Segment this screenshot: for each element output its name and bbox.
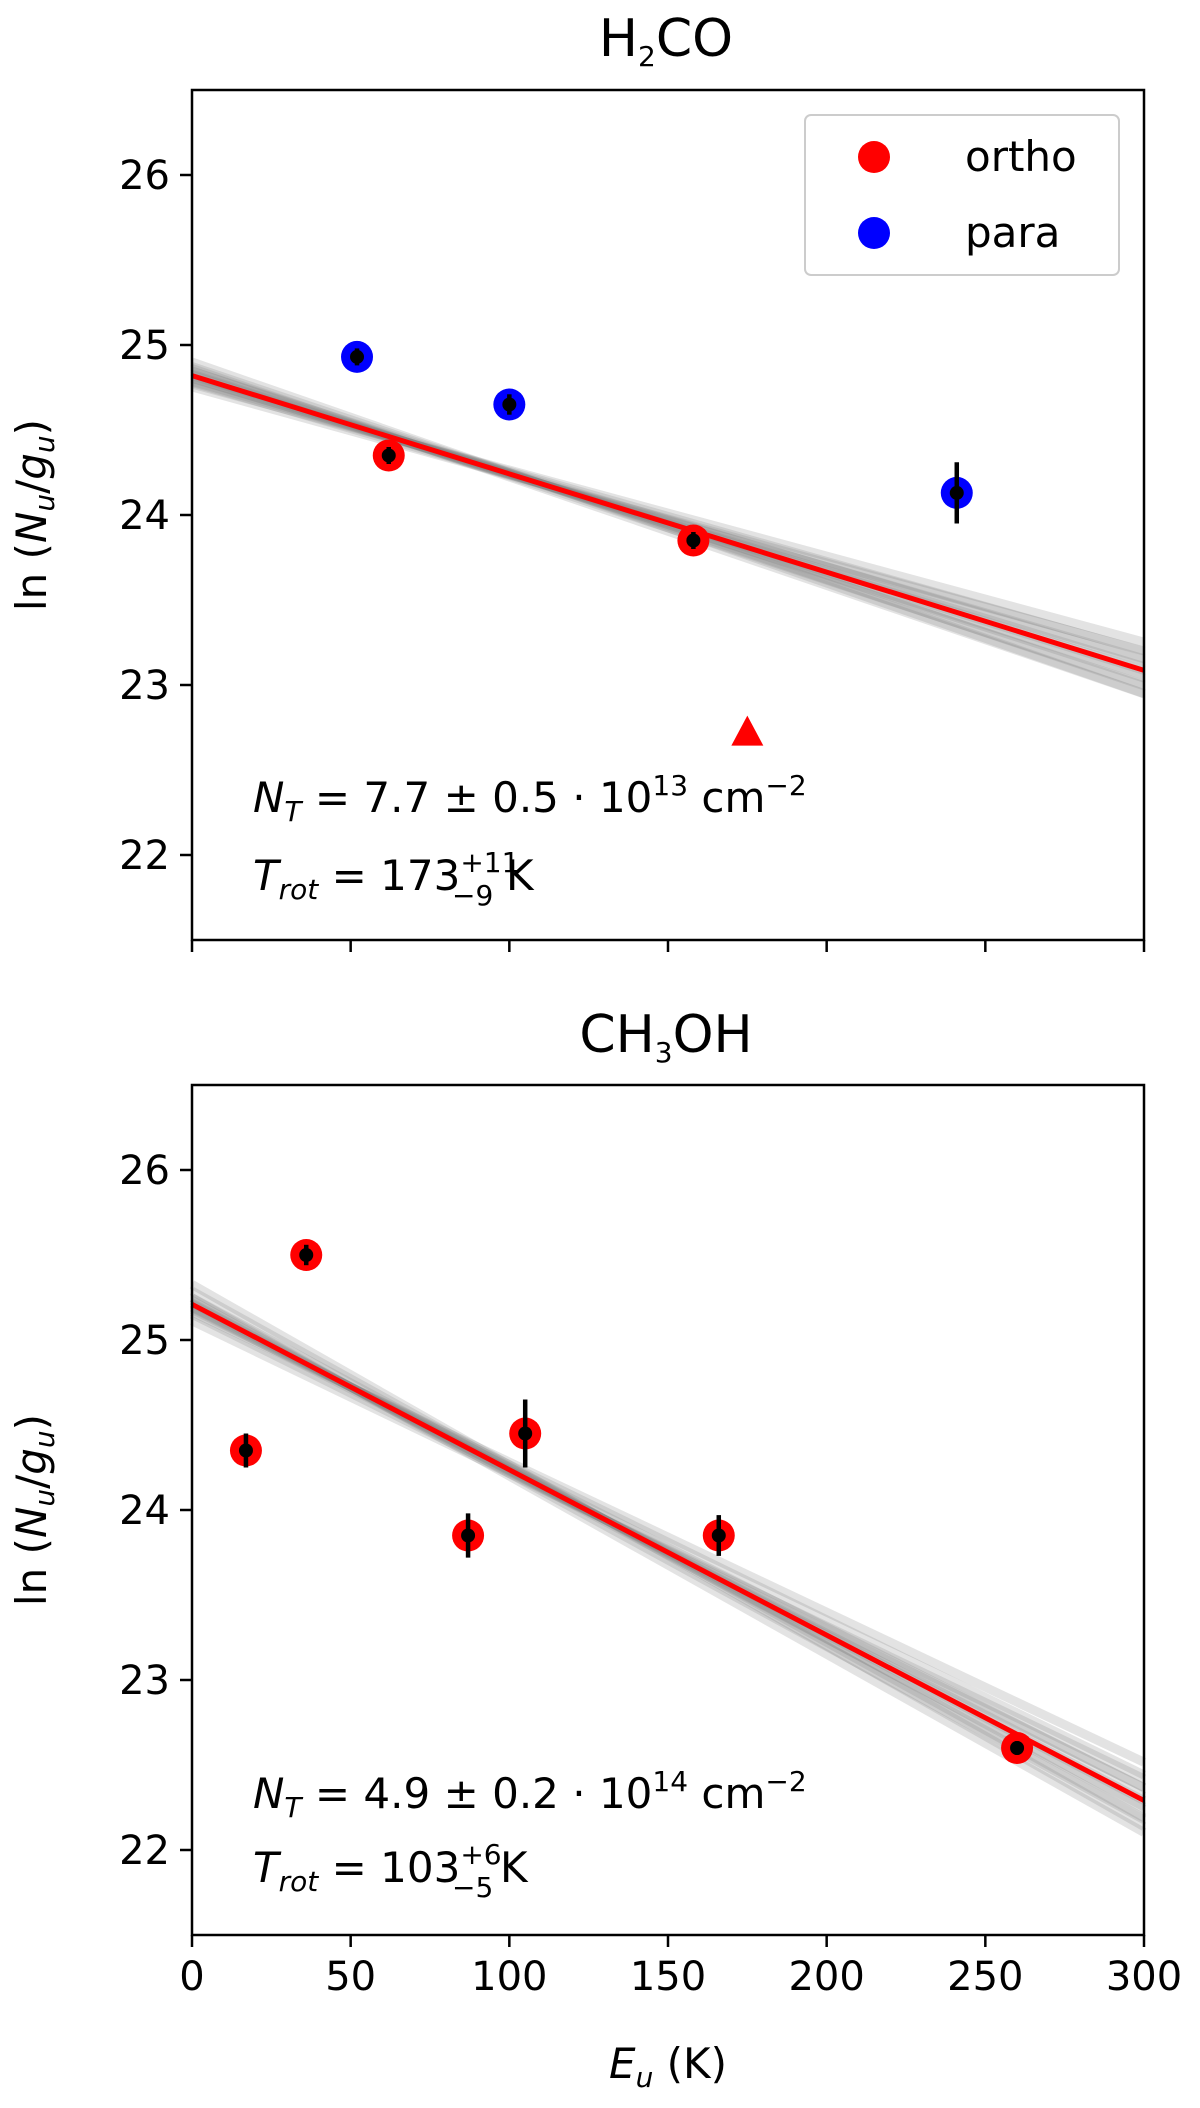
panel-h2co: H2CO 22 23 24 25 26 ln (Nu/gu) ortho para NT…: [7, 9, 1146, 952]
axis-ticks: 22 23 24 25 26: [119, 153, 1146, 952]
fit-line-group: [191, 373, 1145, 673]
legend-marker-ortho: [858, 141, 890, 173]
axis-ticks: 0 50 100 150 200 250 300 22 23 24 25 26: [119, 1148, 1182, 2000]
data-points: [341, 340, 973, 746]
rotational-temperature-annotation: Trot = 173+11: [253, 846, 519, 906]
panel-title: CH3OH: [579, 1005, 752, 1069]
y-tick-label: 22: [119, 1828, 170, 1874]
fit-sample-line: [190, 357, 1146, 698]
best-fit-line: [190, 1302, 1146, 1803]
legend: ortho para: [804, 114, 1120, 276]
panel-ch3oh: CH3OH 0 50 100 150 200 250 300 22 23 24 25 26 ln (N…: [7, 1005, 1182, 2094]
y-tick-label: 24: [119, 1488, 170, 1534]
rotational-temperature-lower-error: −5: [452, 1871, 493, 1904]
fit-sample-line: [189, 1280, 1147, 1831]
x-axis-label: Eu (K): [609, 2039, 727, 2094]
column-density-annotation: NT = 7.7 ± 0.5 · 1013 cm−2: [253, 769, 807, 828]
x-tick-label: 50: [325, 1954, 376, 2000]
y-tick-label: 22: [119, 833, 170, 879]
x-tick-label: 100: [471, 1954, 547, 2000]
rotational-temperature-unit: K: [500, 1843, 529, 1892]
data-point-center: [461, 1528, 476, 1543]
data-points: [229, 1239, 1034, 1764]
panel-title: H2CO: [599, 9, 733, 73]
data-point-center: [711, 1528, 726, 1543]
y-tick-label: 26: [119, 1148, 170, 1194]
data-point-center: [1010, 1741, 1025, 1755]
rotational-temperature-lower-error: −9: [452, 879, 493, 912]
y-axis-label: ln (Nu/gu): [7, 1414, 61, 1606]
rotational-temperature-unit: K: [506, 851, 535, 900]
fit-sample-line: [190, 379, 1146, 647]
legend-label-ortho: ortho: [965, 132, 1077, 181]
data-point-center: [949, 485, 964, 500]
y-tick-label: 23: [119, 663, 170, 709]
x-tick-label: 300: [1106, 1954, 1182, 2000]
upper-limit-marker: [731, 715, 764, 746]
y-tick-label: 25: [119, 1318, 170, 1364]
legend-marker-para: [858, 217, 890, 249]
fit-sample-line: [190, 382, 1146, 656]
legend-label-para: para: [965, 208, 1060, 257]
data-point-center: [686, 533, 701, 548]
data-point-center: [502, 397, 517, 412]
y-axis-label: ln (Nu/gu): [7, 419, 61, 611]
y-tick-label: 23: [119, 1658, 170, 1704]
data-point-center: [238, 1443, 253, 1458]
y-tick-label: 25: [119, 323, 170, 369]
rotational-temperature-annotation: Trot = 103+6: [253, 1838, 502, 1898]
best-fit-line: [191, 373, 1145, 673]
column-density-annotation: NT = 4.9 ± 0.2 · 1014 cm−2: [253, 1765, 807, 1824]
y-tick-label: 26: [119, 153, 170, 199]
x-tick-label: 250: [947, 1954, 1023, 2000]
x-tick-label: 200: [788, 1954, 864, 2000]
data-point-center: [381, 448, 396, 463]
x-tick-label: 150: [630, 1954, 706, 2000]
data-point-center: [518, 1426, 533, 1441]
data-point-center: [299, 1248, 314, 1262]
y-tick-label: 24: [119, 493, 170, 539]
fit-uncertainty-band: [189, 1280, 1147, 1837]
fit-line-group: [190, 1302, 1146, 1803]
fit-uncertainty-band: [190, 357, 1146, 699]
x-tick-label: 0: [179, 1954, 204, 2000]
data-point-center: [350, 349, 365, 364]
fit-sample-line: [190, 362, 1146, 691]
